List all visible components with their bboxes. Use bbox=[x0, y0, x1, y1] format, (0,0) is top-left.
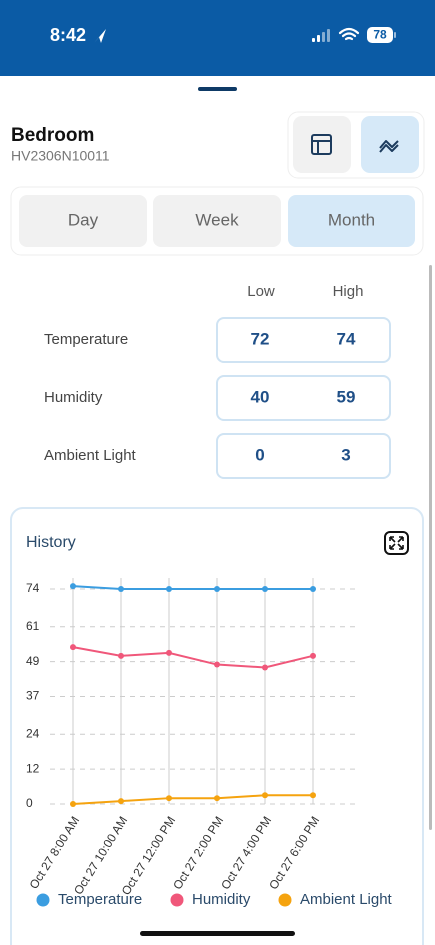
table-icon bbox=[311, 134, 332, 155]
data-point bbox=[214, 795, 220, 802]
tab-label: Week bbox=[195, 210, 239, 229]
y-tick-label: 49 bbox=[26, 654, 40, 668]
location-icon bbox=[94, 29, 106, 43]
data-point bbox=[214, 661, 220, 668]
data-point bbox=[118, 586, 124, 592]
data-point bbox=[310, 792, 316, 799]
status-bar bbox=[0, 0, 435, 76]
data-point bbox=[70, 644, 76, 651]
data-point bbox=[310, 586, 316, 592]
stat-high: 3 bbox=[341, 445, 350, 464]
data-point bbox=[166, 586, 172, 592]
series-line bbox=[72, 794, 313, 805]
y-tick-label: 0 bbox=[26, 796, 33, 810]
wifi-icon bbox=[338, 27, 360, 41]
stat-low: 40 bbox=[251, 387, 270, 406]
home-indicator bbox=[140, 931, 295, 936]
y-tick-label: 37 bbox=[26, 689, 40, 703]
data-point bbox=[262, 586, 268, 592]
high-header: High bbox=[333, 283, 364, 300]
stat-high: 74 bbox=[337, 329, 356, 348]
history-title: History bbox=[26, 534, 76, 551]
legend-swatch bbox=[278, 893, 292, 907]
signal-icon bbox=[312, 29, 330, 42]
legend-label: Humidity bbox=[192, 891, 251, 908]
battery-tip bbox=[394, 32, 396, 38]
drag-handle[interactable] bbox=[198, 87, 237, 91]
data-point bbox=[262, 792, 268, 799]
stat-box bbox=[216, 317, 391, 363]
data-point bbox=[70, 583, 76, 590]
data-point bbox=[118, 652, 124, 659]
legend-swatch bbox=[170, 893, 184, 907]
scrollbar bbox=[429, 265, 432, 830]
stat-low: 72 bbox=[251, 329, 270, 348]
device-name: Bedroom bbox=[11, 125, 94, 146]
stat-label: Humidity bbox=[44, 389, 103, 406]
battery-level: 78 bbox=[373, 28, 387, 42]
y-tick-label: 61 bbox=[26, 619, 40, 633]
data-point bbox=[166, 649, 172, 656]
tab-label: Day bbox=[68, 210, 99, 229]
series-line bbox=[72, 585, 313, 590]
stat-box bbox=[216, 375, 391, 421]
stat-label: Temperature bbox=[44, 331, 128, 348]
data-point bbox=[310, 652, 316, 659]
table-view-button[interactable] bbox=[293, 116, 351, 173]
expand-button[interactable] bbox=[384, 531, 409, 555]
legend-label: Temperature bbox=[58, 891, 142, 908]
stat-low: 0 bbox=[255, 445, 264, 464]
data-point bbox=[166, 795, 172, 802]
low-header: Low bbox=[247, 283, 275, 300]
tab[interactable] bbox=[153, 195, 281, 247]
tab-label: Month bbox=[328, 210, 375, 229]
data-point bbox=[70, 801, 76, 807]
legend-label: Ambient Light bbox=[300, 891, 393, 908]
stat-high: 59 bbox=[337, 387, 356, 406]
chart-icon bbox=[379, 140, 399, 153]
tab[interactable] bbox=[19, 195, 147, 247]
data-point bbox=[214, 586, 220, 592]
stat-label: Ambient Light bbox=[44, 447, 137, 464]
battery-icon bbox=[367, 27, 393, 43]
data-point bbox=[262, 664, 268, 671]
y-tick-label: 74 bbox=[26, 581, 40, 595]
data-point bbox=[118, 798, 124, 805]
status-time: 8:42 bbox=[50, 25, 86, 45]
device-id: HV2306N10011 bbox=[11, 148, 110, 164]
series-line bbox=[72, 646, 314, 669]
stat-box bbox=[216, 433, 391, 479]
legend-swatch bbox=[36, 893, 50, 907]
y-tick-label: 12 bbox=[26, 761, 40, 775]
tab[interactable] bbox=[288, 195, 415, 247]
y-tick-label: 24 bbox=[26, 726, 40, 740]
